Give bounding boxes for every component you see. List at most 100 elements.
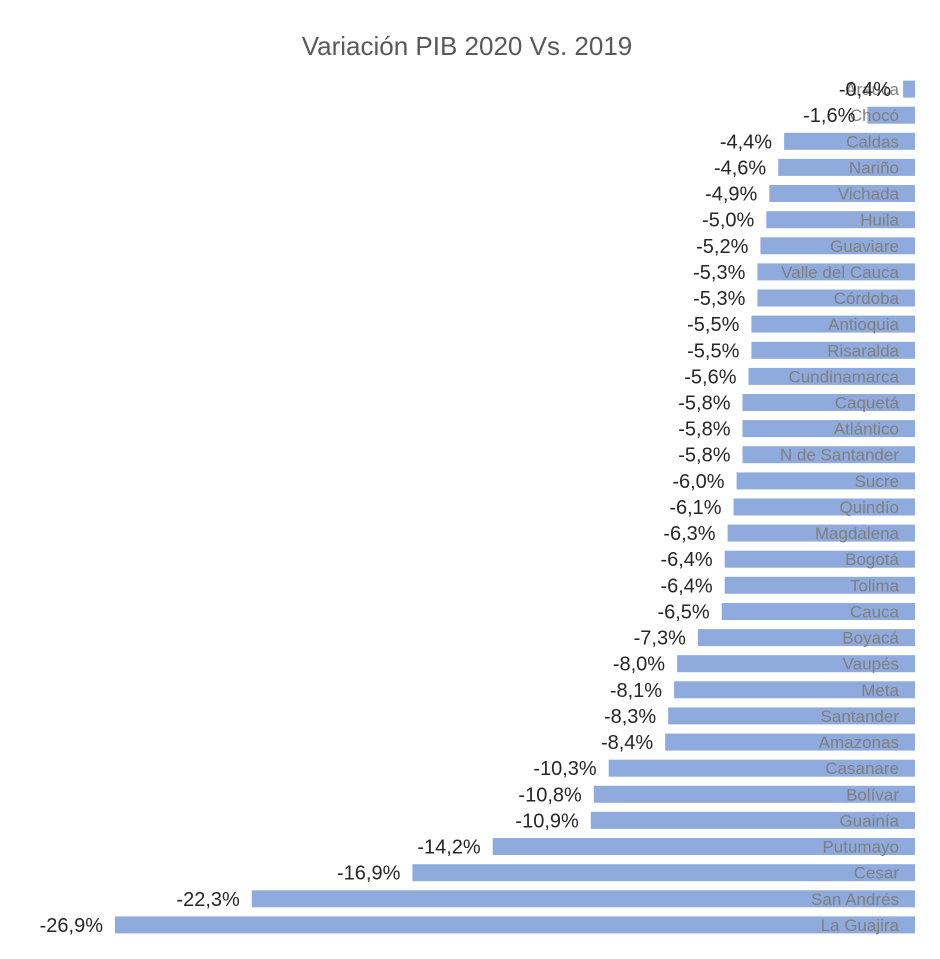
value-label-15: -6,0% bbox=[672, 471, 724, 493]
bar-32 bbox=[115, 916, 915, 934]
category-label-11: Cundinamarca bbox=[788, 367, 899, 386]
value-label-28: -10,9% bbox=[515, 810, 579, 832]
category-label-3: Nariño bbox=[849, 158, 899, 177]
bar-18 bbox=[724, 550, 915, 568]
category-label-5: Huila bbox=[860, 211, 899, 230]
value-label-12: -5,8% bbox=[678, 393, 730, 415]
bar-12 bbox=[742, 394, 915, 411]
category-label-8: Córdoba bbox=[834, 289, 900, 308]
value-label-22: -8,0% bbox=[613, 654, 665, 676]
category-label-6: Guaviare bbox=[830, 237, 899, 256]
bar-15 bbox=[736, 472, 915, 490]
value-label-30: -16,9% bbox=[337, 863, 401, 885]
bar-13 bbox=[742, 420, 915, 438]
bar-14 bbox=[742, 446, 915, 464]
bar-23 bbox=[674, 681, 915, 699]
bar-5 bbox=[766, 211, 915, 229]
category-label-2: Caldas bbox=[846, 132, 899, 151]
value-label-11: -5,6% bbox=[684, 366, 736, 388]
bar-25 bbox=[665, 733, 915, 751]
bar-31 bbox=[251, 890, 916, 908]
bar-0 bbox=[903, 80, 915, 98]
bar-30 bbox=[412, 864, 915, 882]
category-label-0: Arauca bbox=[845, 80, 899, 99]
category-label-15: Sucre bbox=[855, 472, 899, 491]
bar-20 bbox=[721, 603, 915, 620]
bar-22 bbox=[677, 655, 915, 673]
value-label-0: -0,4% bbox=[839, 79, 891, 101]
value-label-26: -10,3% bbox=[533, 758, 597, 780]
category-label-26: Casanare bbox=[825, 759, 899, 778]
value-label-9: -5,5% bbox=[687, 314, 739, 336]
category-label-13: Atlántico bbox=[834, 420, 899, 439]
bar-28 bbox=[590, 811, 915, 829]
bar-1 bbox=[867, 106, 915, 124]
category-label-7: Valle del Cauca bbox=[781, 263, 899, 282]
category-labels-group: Arauca Chocó Caldas Nariño Vichada Huila Guavi… bbox=[780, 80, 900, 935]
bar-9 bbox=[751, 315, 915, 333]
bar-4 bbox=[769, 185, 915, 202]
value-label-4: -4,9% bbox=[705, 184, 757, 206]
bar-16 bbox=[733, 498, 915, 516]
value-label-7: -5,3% bbox=[693, 262, 745, 284]
value-label-32: -26,9% bbox=[40, 915, 104, 937]
category-label-31: San Andrés bbox=[811, 890, 899, 909]
bar-29 bbox=[492, 838, 915, 855]
value-label-20: -6,5% bbox=[657, 602, 709, 624]
value-label-2: -4,4% bbox=[720, 131, 772, 153]
bar-2 bbox=[784, 132, 915, 150]
bar-27 bbox=[593, 785, 915, 803]
value-label-14: -5,8% bbox=[678, 445, 730, 467]
category-label-12: Caquetá bbox=[835, 394, 900, 413]
category-label-1: Chocó bbox=[850, 106, 899, 125]
bar-11 bbox=[748, 367, 915, 385]
category-label-24: Santander bbox=[821, 707, 900, 726]
category-label-25: Amazonas bbox=[819, 733, 899, 752]
bar-17 bbox=[727, 524, 915, 542]
value-label-6: -5,2% bbox=[696, 236, 748, 258]
bar-7 bbox=[757, 263, 915, 281]
value-label-29: -14,2% bbox=[417, 837, 481, 859]
bar-21 bbox=[697, 629, 915, 647]
category-label-22: Vaupés bbox=[843, 655, 899, 674]
value-label-3: -4,6% bbox=[714, 157, 766, 179]
bar-19 bbox=[724, 576, 915, 594]
category-label-9: Antioquia bbox=[828, 315, 899, 334]
category-label-21: Boyacá bbox=[842, 629, 899, 648]
bar-3 bbox=[778, 158, 915, 176]
category-label-18: Bogotá bbox=[845, 550, 899, 569]
category-label-27: Bolívar bbox=[846, 785, 899, 804]
bar-6 bbox=[760, 237, 915, 255]
value-label-23: -8,1% bbox=[610, 680, 662, 702]
category-label-19: Tolima bbox=[850, 576, 900, 595]
category-label-17: Magdalena bbox=[815, 524, 900, 543]
bar-10 bbox=[751, 341, 915, 359]
chart-title: Variación PIB 2020 Vs. 2019 bbox=[302, 31, 633, 61]
bars-group bbox=[115, 80, 916, 934]
bar-8 bbox=[757, 289, 915, 307]
bar-26 bbox=[608, 759, 915, 777]
value-label-21: -7,3% bbox=[634, 628, 686, 650]
value-labels-group: -0,4% -1,6% -4,4% -4,6% -4,9% -5,0% -5,2% -5,3%… bbox=[40, 79, 892, 937]
value-label-24: -8,3% bbox=[604, 706, 656, 728]
value-label-5: -5,0% bbox=[702, 210, 754, 232]
category-label-4: Vichada bbox=[838, 185, 900, 204]
value-label-19: -6,4% bbox=[660, 575, 712, 597]
value-label-16: -6,1% bbox=[669, 497, 721, 519]
category-label-20: Cauca bbox=[850, 603, 900, 622]
category-label-30: Cesar bbox=[854, 864, 900, 883]
value-label-1: -1,6% bbox=[803, 105, 855, 127]
category-label-32: La Guajira bbox=[821, 916, 900, 935]
category-label-29: Putumayo bbox=[822, 838, 899, 857]
value-label-8: -5,3% bbox=[693, 288, 745, 310]
category-label-28: Guainía bbox=[839, 811, 899, 830]
category-label-23: Meta bbox=[861, 681, 899, 700]
value-label-13: -5,8% bbox=[678, 419, 730, 441]
value-label-18: -6,4% bbox=[660, 549, 712, 571]
value-label-10: -5,5% bbox=[687, 340, 739, 362]
value-label-17: -6,3% bbox=[663, 523, 715, 545]
value-label-25: -8,4% bbox=[601, 732, 653, 754]
category-label-14: N de Santander bbox=[780, 446, 899, 465]
category-label-16: Quindío bbox=[839, 498, 899, 517]
